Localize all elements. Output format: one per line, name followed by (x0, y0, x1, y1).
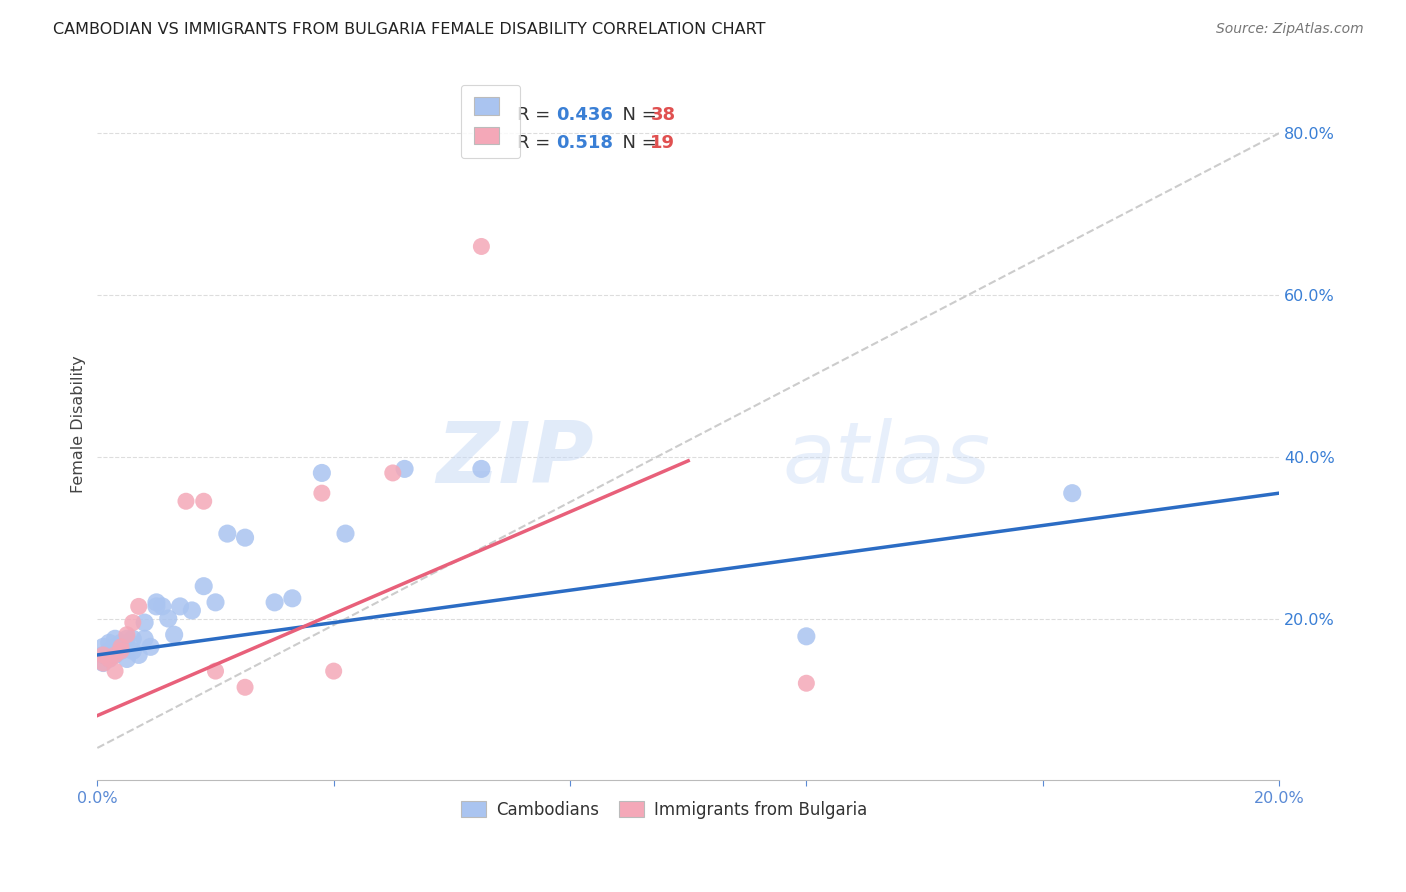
Point (311, 466, 333, 480)
Point (281, 591, 304, 606)
Point (150, 599, 173, 614)
Point (128, 648, 150, 662)
Point (104, 632, 127, 646)
Point (91, 648, 114, 662)
Point (98, 652, 121, 666)
Text: CAMBODIAN VS IMMIGRANTS FROM BULGARIA FEMALE DISABILITY CORRELATION CHART: CAMBODIAN VS IMMIGRANTS FROM BULGARIA FE… (53, 22, 766, 37)
Point (110, 636, 132, 650)
Point (796, 629, 818, 643)
Point (180, 603, 202, 617)
Point (128, 599, 150, 614)
Point (233, 531, 256, 545)
Point (157, 611, 180, 625)
Point (134, 615, 156, 630)
Point (110, 644, 132, 658)
Point (98, 636, 121, 650)
Point (335, 526, 357, 541)
Point (145, 599, 167, 614)
Point (193, 579, 215, 593)
Point (394, 462, 416, 476)
Text: 38: 38 (651, 106, 675, 124)
Point (233, 680, 256, 694)
Point (470, 239, 492, 253)
Legend: Cambodians, Immigrants from Bulgaria: Cambodians, Immigrants from Bulgaria (454, 794, 875, 825)
Point (263, 595, 285, 609)
Point (98, 652, 121, 666)
Point (311, 486, 333, 500)
Text: R =: R = (517, 106, 555, 124)
Text: 0.518: 0.518 (555, 135, 613, 153)
Point (121, 632, 143, 646)
Point (169, 599, 191, 614)
Point (91, 656, 114, 670)
Point (163, 628, 186, 642)
Point (470, 462, 492, 476)
Point (217, 526, 239, 541)
Point (115, 628, 138, 642)
Point (98, 644, 121, 658)
Point (115, 632, 138, 646)
Text: 19: 19 (651, 135, 675, 153)
Point (91, 648, 114, 662)
Point (110, 640, 132, 654)
Point (193, 494, 215, 508)
Text: Source: ZipAtlas.com: Source: ZipAtlas.com (1216, 22, 1364, 37)
Text: atlas: atlas (783, 418, 991, 501)
Point (134, 632, 156, 646)
Point (91, 640, 114, 654)
Point (1062, 486, 1084, 500)
Point (204, 664, 226, 678)
Point (121, 615, 143, 630)
Point (110, 644, 132, 658)
Text: N =: N = (612, 106, 662, 124)
Text: N =: N = (612, 135, 662, 153)
Text: 0.436: 0.436 (555, 106, 613, 124)
Point (91, 656, 114, 670)
Y-axis label: Female Disability: Female Disability (72, 356, 86, 493)
Point (145, 595, 167, 609)
Point (115, 652, 138, 666)
Point (204, 595, 226, 609)
Point (174, 494, 197, 508)
Point (796, 676, 818, 690)
Point (121, 644, 143, 658)
Point (104, 640, 127, 654)
Point (322, 664, 344, 678)
Point (104, 664, 127, 678)
Point (139, 640, 162, 654)
Point (381, 466, 404, 480)
Text: ZIP: ZIP (436, 418, 593, 501)
Text: R =: R = (517, 135, 555, 153)
Point (104, 648, 127, 662)
Point (104, 648, 127, 662)
